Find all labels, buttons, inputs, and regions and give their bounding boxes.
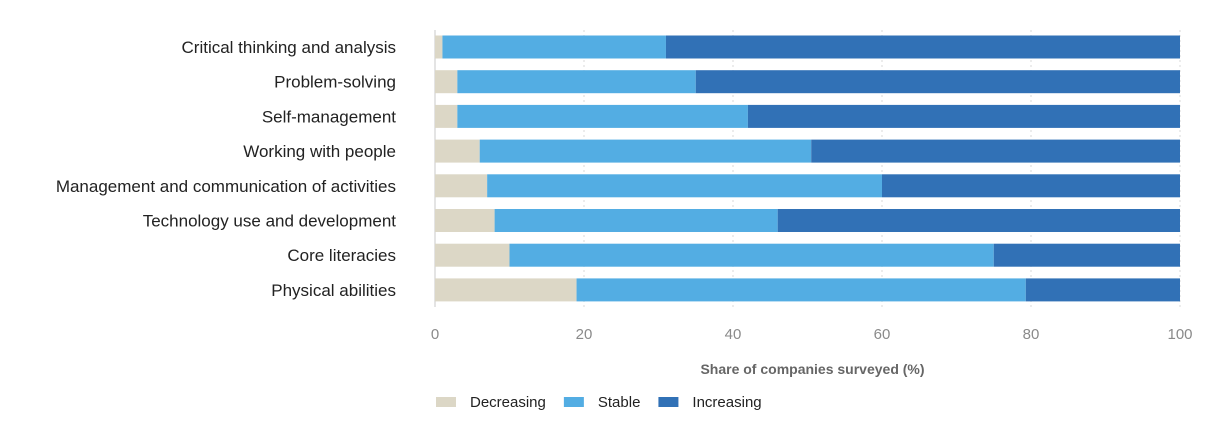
bar-segment-increasing (777, 209, 1180, 232)
category-label: Physical abilities (271, 281, 396, 300)
category-label: Working with people (243, 142, 396, 161)
bar-segment-increasing (1025, 278, 1180, 302)
bar-segment-stable (442, 35, 666, 59)
legend-swatch-increasing (658, 397, 679, 407)
bar-segment-decreasing (435, 139, 480, 163)
x-tick-label: 100 (1167, 326, 1192, 343)
category-labels: Critical thinking and analysis Problem-so… (56, 38, 396, 300)
x-tick-labels: 0 20 40 60 80 100 (431, 326, 1193, 343)
x-tick-label: 40 (725, 326, 742, 343)
legend-label-decreasing: Decreasing (470, 394, 546, 411)
category-label: Critical thinking and analysis (182, 38, 397, 57)
bar-segment-decreasing (435, 174, 488, 198)
bar-segment-decreasing (435, 278, 577, 302)
legend-label-stable: Stable (598, 394, 641, 411)
legend-label-increasing: Increasing (692, 394, 761, 411)
bar-segment-stable (479, 139, 812, 163)
bar-segment-increasing (882, 174, 1180, 198)
x-tick-label: 60 (874, 326, 891, 343)
bar-segment-increasing (695, 70, 1180, 94)
category-label: Management and communication of activiti… (56, 177, 396, 196)
legend-swatch-decreasing (436, 397, 456, 407)
bar-segment-decreasing (435, 209, 495, 232)
legend: Decreasing Stable Increasing (436, 394, 762, 411)
x-tick-label: 20 (576, 326, 593, 343)
x-axis-title: Share of companies surveyed (%) (700, 361, 924, 377)
bar-segment-increasing (993, 243, 1180, 267)
bar-segment-decreasing (435, 243, 510, 267)
bar-segment-stable (576, 278, 1026, 302)
bar-segment-decreasing (435, 104, 458, 128)
legend-swatch-stable (563, 397, 584, 407)
bar-segment-stable (487, 174, 882, 198)
bar-segment-stable (509, 243, 994, 267)
bar-segment-increasing (665, 35, 1180, 59)
x-tick-label: 0 (431, 326, 439, 343)
bar-segment-stable (457, 70, 696, 94)
category-label: Self-management (262, 107, 396, 126)
bar-segment-decreasing (435, 35, 443, 59)
bar-segment-stable (457, 104, 748, 128)
bars (435, 35, 1180, 302)
bar-segment-decreasing (435, 70, 458, 94)
x-tick-label: 80 (1023, 326, 1040, 343)
category-label: Technology use and development (143, 212, 397, 231)
category-label: Problem-solving (274, 73, 396, 92)
category-label: Core literacies (287, 246, 396, 265)
bar-segment-increasing (747, 104, 1180, 128)
bar-segment-increasing (811, 139, 1180, 163)
bar-segment-stable (494, 209, 778, 232)
